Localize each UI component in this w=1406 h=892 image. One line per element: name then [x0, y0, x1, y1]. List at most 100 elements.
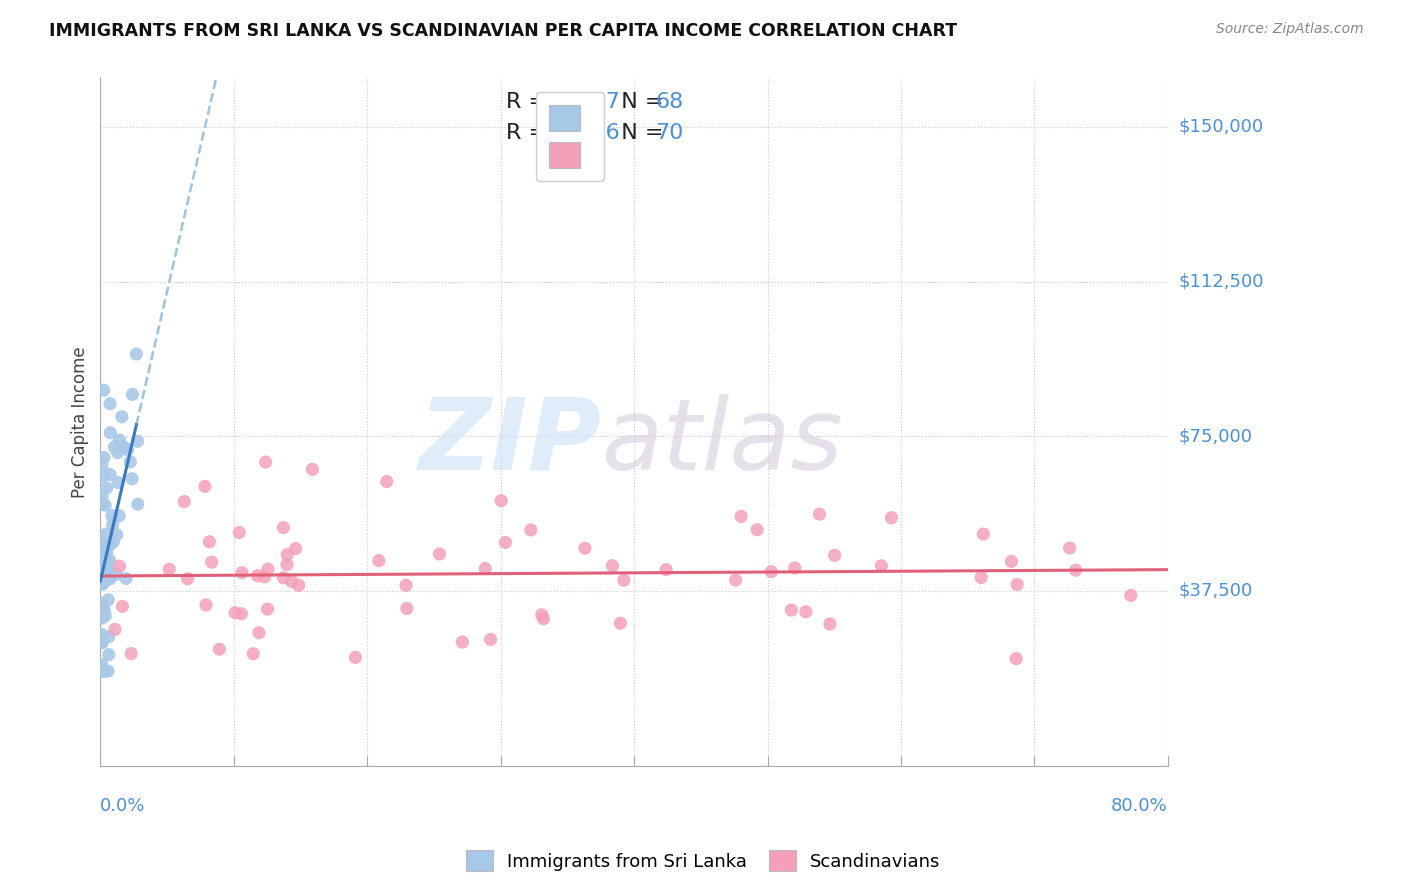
Point: [96, 481, 118, 495]
Point: [90, 635, 112, 649]
Point: [242, 647, 264, 661]
Point: [101, 517, 124, 532]
Point: [97, 563, 120, 577]
Point: [105, 528, 128, 542]
Point: [880, 510, 903, 524]
Point: [93, 664, 115, 678]
Point: [194, 479, 217, 493]
Point: [530, 607, 553, 622]
Point: [96, 527, 118, 541]
Text: R =: R =: [506, 122, 554, 143]
Point: [93, 568, 115, 582]
Point: [120, 647, 142, 661]
Point: [281, 574, 304, 589]
Point: [91, 497, 114, 511]
Point: [256, 602, 278, 616]
Point: [125, 347, 148, 361]
Text: 0.257: 0.257: [548, 92, 620, 112]
Point: [120, 455, 142, 469]
Point: [90, 627, 112, 641]
Point: [780, 603, 803, 617]
Point: [93, 383, 115, 397]
Point: [98, 425, 121, 440]
Text: Source: ZipAtlas.com: Source: ZipAtlas.com: [1216, 22, 1364, 37]
Text: 0.0%: 0.0%: [100, 797, 146, 814]
Point: [1005, 577, 1028, 591]
Point: [103, 440, 125, 454]
Point: [287, 578, 309, 592]
Point: [730, 509, 752, 524]
Text: 70: 70: [655, 122, 683, 143]
Text: -0.176: -0.176: [548, 122, 620, 143]
Point: [533, 612, 555, 626]
Point: [273, 571, 295, 585]
Point: [98, 467, 121, 482]
Point: [91, 489, 114, 503]
Point: [574, 541, 596, 556]
Text: N =: N =: [607, 122, 671, 143]
Point: [108, 508, 131, 523]
Point: [253, 570, 276, 584]
Point: [90, 657, 112, 672]
Point: [94, 537, 117, 551]
Point: [1000, 554, 1022, 568]
Point: [104, 622, 127, 636]
Point: [818, 617, 841, 632]
Point: [94, 498, 117, 512]
Point: [451, 635, 474, 649]
Point: [783, 561, 806, 575]
Point: [121, 387, 143, 401]
Point: [97, 664, 120, 678]
Point: [824, 549, 846, 563]
Text: 80.0%: 80.0%: [1111, 797, 1168, 814]
Point: [90, 605, 112, 619]
Text: $75,000: $75,000: [1180, 427, 1253, 445]
Point: [91, 635, 114, 649]
Point: [115, 572, 138, 586]
Point: [93, 450, 115, 465]
Point: [254, 455, 277, 469]
Text: R =: R =: [506, 92, 554, 112]
Point: [198, 534, 221, 549]
Point: [91, 469, 114, 483]
Point: [257, 562, 280, 576]
Point: [724, 573, 747, 587]
Point: [808, 507, 831, 521]
Point: [602, 558, 624, 573]
Point: [247, 625, 270, 640]
Point: [97, 630, 120, 644]
Point: [344, 650, 367, 665]
Point: [97, 648, 120, 662]
Point: [747, 523, 769, 537]
Point: [111, 409, 134, 424]
Point: [97, 572, 120, 586]
Text: $112,500: $112,500: [1180, 273, 1264, 291]
Point: [93, 603, 115, 617]
Point: [375, 475, 398, 489]
Point: [112, 440, 135, 454]
Point: [121, 472, 143, 486]
Point: [93, 537, 115, 551]
Point: [972, 527, 994, 541]
Legend: Immigrants from Sri Lanka, Scandinavians: Immigrants from Sri Lanka, Scandinavians: [458, 843, 948, 879]
Point: [231, 607, 253, 621]
Point: [91, 603, 114, 617]
Point: [224, 606, 246, 620]
Point: [101, 508, 124, 523]
Point: [176, 572, 198, 586]
Point: [1064, 563, 1087, 577]
Point: [246, 568, 269, 582]
Point: [93, 563, 115, 577]
Text: atlas: atlas: [602, 394, 844, 491]
Point: [208, 642, 231, 657]
Point: [98, 397, 121, 411]
Text: 68: 68: [655, 92, 683, 112]
Point: [301, 462, 323, 476]
Point: [91, 611, 114, 625]
Point: [91, 577, 114, 591]
Point: [107, 446, 129, 460]
Point: [228, 525, 250, 540]
Point: [103, 534, 125, 549]
Point: [655, 563, 678, 577]
Point: [94, 608, 117, 623]
